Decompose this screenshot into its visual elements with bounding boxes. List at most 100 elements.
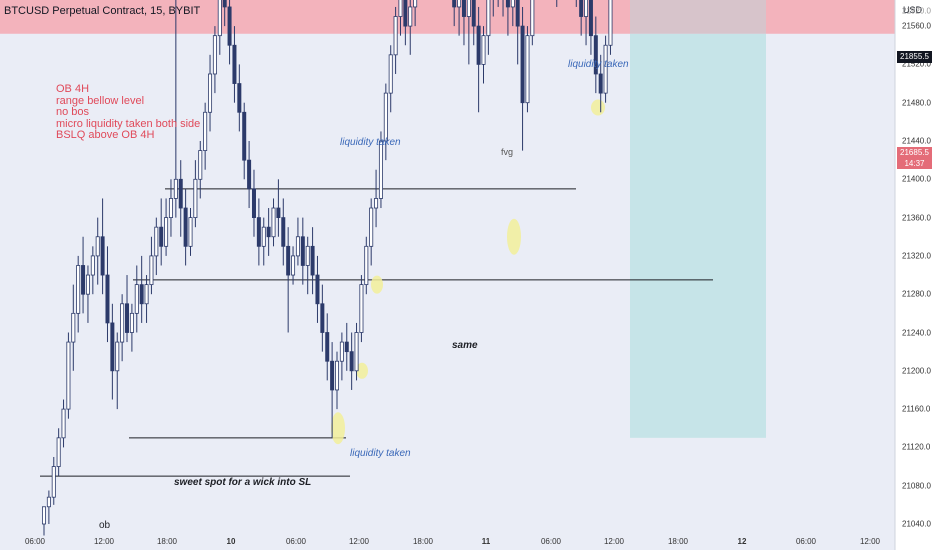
candle — [256, 198, 261, 266]
time-tick-label: 12:00 — [603, 537, 625, 546]
highlight-low-1 — [331, 412, 345, 445]
candle — [339, 332, 344, 381]
time-tick-label: 06:00 — [24, 537, 46, 546]
candle-body — [330, 360, 335, 391]
candle — [457, 0, 462, 36]
candle — [46, 490, 51, 524]
candle-body — [364, 245, 369, 286]
candle-body — [466, 0, 471, 17]
candle — [530, 0, 535, 46]
candle-body — [193, 178, 198, 219]
candle — [105, 246, 110, 343]
candle — [76, 255, 81, 333]
candle — [492, 0, 494, 17]
candle — [354, 322, 359, 381]
candle-body — [256, 217, 261, 247]
highlight-layer — [331, 99, 605, 445]
time-tick-label: 10 — [226, 537, 236, 546]
annotation-liquidity-taken-top: liquidity taken — [568, 59, 629, 70]
candle — [193, 160, 198, 228]
candle — [212, 26, 217, 94]
candle-body — [168, 198, 173, 218]
candle-body — [452, 0, 457, 8]
candle — [486, 0, 491, 55]
candle — [584, 0, 589, 46]
price-tick-label: 21280.0 — [902, 289, 931, 299]
candle-body — [222, 0, 227, 8]
candle — [110, 303, 115, 400]
candle-body — [149, 255, 154, 286]
time-tick-label: 06:00 — [540, 537, 562, 546]
candle — [149, 236, 154, 295]
candle-body — [481, 35, 486, 65]
candle — [598, 54, 603, 113]
candle — [115, 332, 120, 410]
candle-body — [76, 265, 81, 314]
candle-body — [383, 92, 388, 142]
candle — [276, 179, 281, 237]
candle — [505, 0, 510, 36]
candle-body — [457, 0, 462, 8]
currency-label: USD — [903, 5, 923, 15]
candle — [481, 26, 486, 84]
candle — [85, 265, 90, 323]
note-line: micro liquidity taken both side — [56, 117, 201, 130]
candle — [242, 102, 247, 180]
candle-body — [593, 35, 598, 75]
candle — [310, 227, 315, 295]
candle — [315, 255, 320, 323]
candle — [134, 265, 139, 333]
annotation-sweet-spot: sweet spot for a wick into SL — [174, 477, 312, 488]
candle-body — [90, 255, 95, 276]
candle — [461, 0, 466, 46]
candle-body — [369, 207, 374, 247]
candle-body — [520, 25, 525, 104]
candle-body — [115, 341, 120, 372]
candle-body — [339, 341, 344, 362]
candle-body — [100, 236, 105, 276]
chart-title: BTCUSD Perpetual Contract, 15, BYBIT — [4, 5, 201, 17]
candle — [393, 6, 398, 74]
candle — [588, 0, 593, 55]
price-tick-top: 21920.0 — [902, 6, 931, 16]
candles-layer — [42, 0, 613, 536]
candle — [271, 198, 276, 247]
candle — [349, 332, 354, 390]
candle — [237, 64, 242, 132]
candle-body — [173, 178, 178, 199]
candle — [66, 332, 71, 419]
price-tick-label: 21080.0 — [902, 481, 931, 491]
candle-body — [247, 159, 252, 190]
candle — [374, 169, 379, 228]
candle — [344, 322, 349, 371]
candle — [286, 227, 291, 333]
candle-body — [212, 35, 217, 75]
candle-body — [486, 0, 491, 37]
candle-body — [344, 341, 349, 353]
candle-body — [408, 6, 413, 27]
time-tick-label: 18:00 — [667, 537, 689, 546]
candle-body — [46, 496, 51, 508]
candle-body — [125, 303, 130, 333]
candle-body — [388, 54, 393, 94]
candle-body — [471, 0, 476, 27]
candle-body — [354, 332, 359, 372]
candle — [383, 83, 388, 161]
candle-body — [281, 217, 286, 247]
candle — [227, 0, 232, 65]
candle — [61, 399, 66, 448]
candle-body — [525, 35, 530, 104]
candle — [125, 275, 130, 343]
candle — [203, 102, 208, 170]
candle-body — [374, 198, 379, 209]
candle-body — [413, 0, 418, 8]
candle-body — [315, 274, 320, 305]
candle — [251, 169, 256, 237]
candle-body — [530, 0, 535, 37]
price-badge-timer: 14:37 — [897, 159, 932, 169]
zones-layer — [0, 0, 895, 438]
annotation-liquidity-taken-mid: liquidity taken — [340, 137, 401, 148]
time-tick-label: 06:00 — [285, 537, 307, 546]
candle-body — [227, 6, 232, 46]
